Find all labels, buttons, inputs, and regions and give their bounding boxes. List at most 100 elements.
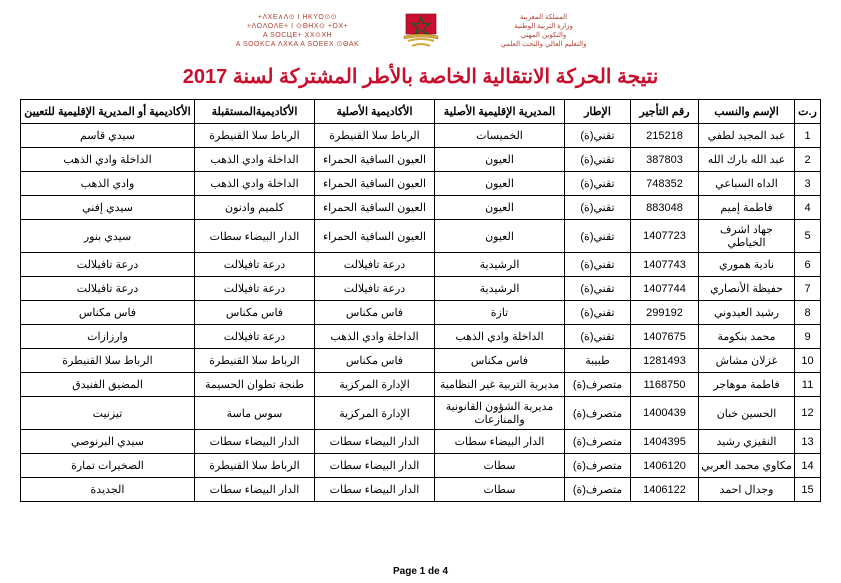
cell-n: 10	[795, 349, 821, 373]
cell-prov: العيون	[435, 172, 565, 196]
cell-prov: مديرية التربية غير النظامية	[435, 373, 565, 397]
results-table: ر.ت الإسم والنسب رقم التأجير الإطار المد…	[20, 99, 821, 502]
col-cadre: الإطار	[565, 100, 631, 124]
cell-acad2: درعة تافيلالت	[195, 277, 315, 301]
cell-n: 12	[795, 397, 821, 430]
cell-prov: تازة	[435, 301, 565, 325]
cell-acad2: فاس مكناس	[195, 301, 315, 325]
cell-acad: الدار البيضاء سطات	[315, 454, 435, 478]
cell-cadre: تقني(ة)	[565, 172, 631, 196]
table-row: 2عبد الله بارك الله387803تقني(ة)العيونال…	[21, 148, 821, 172]
cell-cadre: متصرف(ة)	[565, 373, 631, 397]
cell-num: 1406122	[631, 478, 699, 502]
cell-dest: الصخيرات تمارة	[21, 454, 195, 478]
cell-cadre: متصرف(ة)	[565, 397, 631, 430]
cell-n: 2	[795, 148, 821, 172]
cell-prov: الداخلة وادي الذهب	[435, 325, 565, 349]
cell-n: 15	[795, 478, 821, 502]
cell-acad2: كلميم وادنون	[195, 196, 315, 220]
cell-acad: العيون الساقية الحمراء	[315, 220, 435, 253]
table-row: 6نادية هموري1407743تقني(ة)الرشيديةدرعة ت…	[21, 253, 821, 277]
cell-prov: الرشيدية	[435, 277, 565, 301]
table-row: 9محمد بنكومة1407675تقني(ة)الداخلة وادي ا…	[21, 325, 821, 349]
cell-n: 8	[795, 301, 821, 325]
cell-dest: الداخلة وادي الذهب	[21, 148, 195, 172]
cell-name: رشيد العيدوني	[699, 301, 795, 325]
cell-acad: الدار البيضاء سطات	[315, 430, 435, 454]
table-row: 5جهاد اشرف الخياطي1407723تقني(ة)العيونال…	[21, 220, 821, 253]
cell-cadre: تقني(ة)	[565, 325, 631, 349]
col-index: ر.ت	[795, 100, 821, 124]
col-acad2: الأكاديميةالمستقبلة	[195, 100, 315, 124]
cell-num: 1168750	[631, 373, 699, 397]
table-row: 15وجدال احمد1406122متصرف(ة)سطاتالدار الب…	[21, 478, 821, 502]
cell-num: 748352	[631, 172, 699, 196]
cell-acad2: الداخلة وادي الذهب	[195, 172, 315, 196]
cell-name: وجدال احمد	[699, 478, 795, 502]
cell-acad: العيون الساقية الحمراء	[315, 148, 435, 172]
table-row: 13النقيزي رشيد1404395متصرف(ة)الدار البيض…	[21, 430, 821, 454]
cell-acad: درعة تافيلالت	[315, 253, 435, 277]
cell-n: 7	[795, 277, 821, 301]
cell-n: 4	[795, 196, 821, 220]
cell-num: 883048	[631, 196, 699, 220]
table-row: 4فاطمة إميم883048تقني(ة)العيونالعيون الس…	[21, 196, 821, 220]
table-row: 14مكاوي محمد العربي1406120متصرف(ة)سطاتال…	[21, 454, 821, 478]
cell-num: 387803	[631, 148, 699, 172]
cell-cadre: متصرف(ة)	[565, 478, 631, 502]
table-header-row: ر.ت الإسم والنسب رقم التأجير الإطار المد…	[21, 100, 821, 124]
cell-cadre: تقني(ة)	[565, 301, 631, 325]
cell-dest: وادي الذهب	[21, 172, 195, 196]
col-acad: الأكاديمية الأصلية	[315, 100, 435, 124]
cell-name: مكاوي محمد العربي	[699, 454, 795, 478]
table-row: 10غزلان مشاش1281493طبيبةفاس مكناسفاس مكن…	[21, 349, 821, 373]
cell-n: 9	[795, 325, 821, 349]
col-prov: المديرية الإقليمية الأصلية	[435, 100, 565, 124]
cell-name: فاطمة إميم	[699, 196, 795, 220]
cell-n: 3	[795, 172, 821, 196]
cell-n: 11	[795, 373, 821, 397]
cell-cadre: تقني(ة)	[565, 148, 631, 172]
cell-prov: العيون	[435, 148, 565, 172]
cell-num: 299192	[631, 301, 699, 325]
cell-num: 1407675	[631, 325, 699, 349]
cell-dest: الرباط سلا القنيطرة	[21, 349, 195, 373]
cell-acad: العيون الساقية الحمراء	[315, 172, 435, 196]
page-header: المملكة المغربيةوزارة التربية الوطنيةوال…	[0, 0, 841, 58]
col-dest: الأكاديمية أو المديرية الإقليمية للتعيين	[21, 100, 195, 124]
cell-name: عبد الله بارك الله	[699, 148, 795, 172]
cell-acad: الدار البيضاء سطات	[315, 478, 435, 502]
cell-cadre: تقني(ة)	[565, 124, 631, 148]
cell-acad: الداخلة وادي الذهب	[315, 325, 435, 349]
cell-num: 215218	[631, 124, 699, 148]
cell-name: غزلان مشاش	[699, 349, 795, 373]
cell-n: 14	[795, 454, 821, 478]
cell-num: 1400439	[631, 397, 699, 430]
col-name: الإسم والنسب	[699, 100, 795, 124]
cell-prov: سطات	[435, 478, 565, 502]
cell-prov: الخميسات	[435, 124, 565, 148]
table-row: 12الحسين خبان1400439متصرف(ة)مديرية الشؤو…	[21, 397, 821, 430]
header-text-left: +ΛXE∧Λ⊙ I HKYO⊙⊙+ΛOΛOΛE+ I ⊙ΘHX⊙ +OX+A S…	[218, 13, 378, 49]
cell-acad2: الرباط سلا القنيطرة	[195, 454, 315, 478]
cell-prov: مديرية الشؤون القانونية والمنازعات	[435, 397, 565, 430]
cell-acad: الرباط سلا القنيطرة	[315, 124, 435, 148]
cell-name: عبد المجيد لطفي	[699, 124, 795, 148]
cell-acad: العيون الساقية الحمراء	[315, 196, 435, 220]
cell-dest: سيدي البرنوصي	[21, 430, 195, 454]
cell-dest: وارزازات	[21, 325, 195, 349]
cell-acad2: الرباط سلا القنيطرة	[195, 349, 315, 373]
cell-acad2: الدار البيضاء سطات	[195, 220, 315, 253]
cell-num: 1281493	[631, 349, 699, 373]
cell-prov: العيون	[435, 196, 565, 220]
cell-acad2: الداخلة وادي الذهب	[195, 148, 315, 172]
table-row: 11فاطمة موهاجر1168750متصرف(ة)مديرية التر…	[21, 373, 821, 397]
cell-dest: فاس مكناس	[21, 301, 195, 325]
cell-cadre: متصرف(ة)	[565, 430, 631, 454]
cell-name: جهاد اشرف الخياطي	[699, 220, 795, 253]
cell-name: الحسين خبان	[699, 397, 795, 430]
cell-name: النقيزي رشيد	[699, 430, 795, 454]
cell-prov: فاس مكناس	[435, 349, 565, 373]
cell-num: 1404395	[631, 430, 699, 454]
cell-acad: الإدارة المركزية	[315, 397, 435, 430]
